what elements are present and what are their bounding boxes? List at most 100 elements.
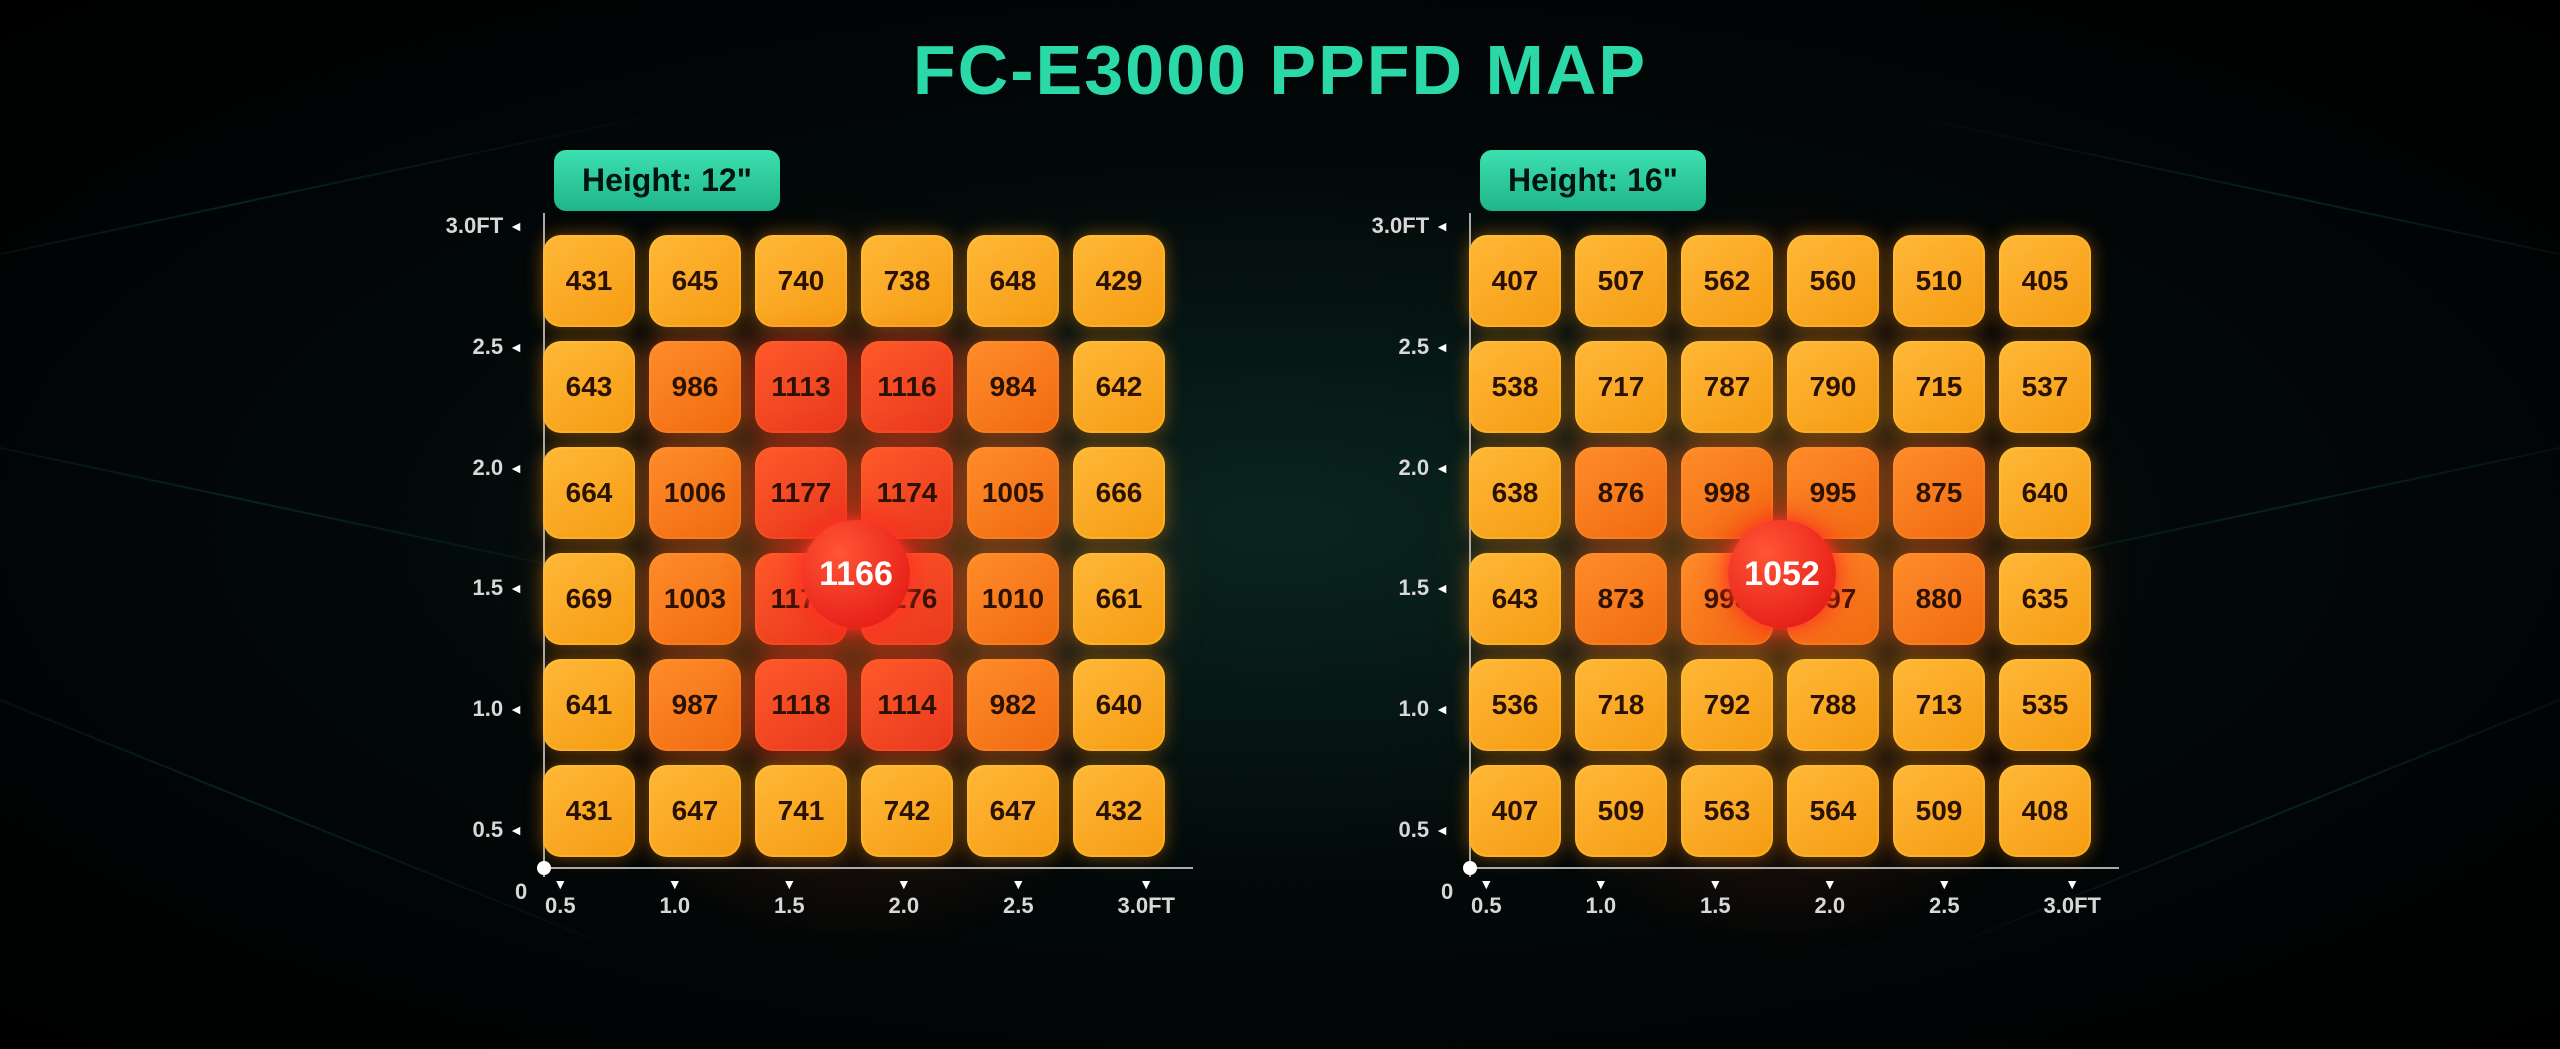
grid-wrap: 4075075625605104055387177877907155376388…: [1463, 229, 2101, 919]
tick-arrow-icon: ▼: [1479, 877, 1493, 891]
x-tick-label: 3.0FT: [2044, 893, 2101, 919]
x-tick-label: 2.0: [889, 893, 920, 919]
tick-arrow-icon: ▼: [2065, 877, 2079, 891]
heatmap-cell: 507: [1575, 235, 1667, 327]
heatmap-cell: 792: [1681, 659, 1773, 751]
heatmap-cell: 538: [1469, 341, 1561, 433]
x-tick-label: 0.5: [1471, 893, 1502, 919]
heatmap-cell: 984: [967, 341, 1059, 433]
chart-area: 3.0FT◄2.5◄2.0◄1.5◄1.0◄0.5◄43164574073864…: [459, 229, 1175, 919]
heatmap-cell: 648: [967, 235, 1059, 327]
x-tick-label: 1.5: [774, 893, 805, 919]
y-axis-tick: 1.0◄: [1399, 696, 1449, 722]
heatmap-cell: 509: [1575, 765, 1667, 857]
tick-arrow-icon: ◄: [1435, 339, 1449, 355]
grid-wrap: 4316457407386484296439861113111698464266…: [537, 229, 1175, 919]
heatmap-cell: 638: [1469, 447, 1561, 539]
x-axis-tick: ▼ 2.0: [889, 877, 920, 919]
x-axis: ▼0.5▼1.0▼1.5▼2.0▼2.5▼3.0FT: [545, 877, 1175, 919]
x-axis-tick: ▼1.0: [660, 877, 691, 919]
tick-arrow-icon: ▼: [897, 877, 911, 891]
heatmap-cell: 537: [1999, 341, 2091, 433]
x-axis-line: [1469, 867, 2119, 869]
heatmap-cell: 740: [755, 235, 847, 327]
x-axis-tick: ▼2.0: [1815, 877, 1846, 919]
heatmap-cell: 1005: [967, 447, 1059, 539]
heatmap-cell: 635: [1999, 553, 2091, 645]
heatmap-cell: 509: [1893, 765, 1985, 857]
chart-area: 3.0FT◄2.5◄2.0◄1.5◄1.0◄0.5◄40750756256051…: [1385, 229, 2101, 919]
y-tick-label: 2.5: [473, 334, 504, 360]
x-axis-tick: ▼ 3.0FT: [1118, 877, 1175, 919]
y-axis: 3.0FT◄2.5◄2.0◄1.5◄1.0◄0.5◄: [1385, 213, 1463, 843]
heatmap-cell: 564: [1787, 765, 1879, 857]
heatmap-cell: 669: [543, 553, 635, 645]
tick-arrow-icon: ◄: [509, 701, 523, 717]
x-tick-label: 1.0: [1586, 893, 1617, 919]
origin-label: 0: [1441, 879, 1453, 905]
x-tick-label: 1.5: [1700, 893, 1731, 919]
maps-container: Height: 12"3.0FT◄2.5◄2.0◄1.5◄1.0◄0.5◄431…: [0, 150, 2560, 919]
heatmap-cell: 788: [1787, 659, 1879, 751]
heatmap-cell: 664: [543, 447, 635, 539]
tick-arrow-icon: ▼: [1708, 877, 1722, 891]
heatmap-cell: 718: [1575, 659, 1667, 751]
heatmap-cell: 431: [543, 765, 635, 857]
heatmap-cell: 741: [755, 765, 847, 857]
heatmap-cell: 1003: [649, 553, 741, 645]
heatmap-cell: 645: [649, 235, 741, 327]
center-value-bubble: 1052: [1728, 520, 1836, 628]
origin-dot-icon: [1463, 861, 1477, 875]
tick-arrow-icon: ▼: [553, 877, 567, 891]
x-tick-label: 0.5: [545, 893, 576, 919]
x-axis-tick: ▼2.5: [1003, 877, 1034, 919]
y-tick-label: 1.5: [1399, 575, 1430, 601]
tick-arrow-icon: ◄: [1435, 701, 1449, 717]
tick-arrow-icon: ◄: [1435, 822, 1449, 838]
tick-arrow-icon: ▼: [1139, 877, 1153, 891]
y-axis: 3.0FT◄2.5◄2.0◄1.5◄1.0◄0.5◄: [459, 213, 537, 843]
y-tick-label: 1.0: [473, 696, 504, 722]
heatmap-cell: 642: [1073, 341, 1165, 433]
y-axis-tick: 2.0◄: [1399, 455, 1449, 481]
heatmap-cell: 647: [967, 765, 1059, 857]
heatmap-cell: 407: [1469, 765, 1561, 857]
heatmap-cell: 432: [1073, 765, 1165, 857]
heatmap-cell: 715: [1893, 341, 1985, 433]
heatmap-cell: 510: [1893, 235, 1985, 327]
y-axis-tick: 1.5◄: [1399, 575, 1449, 601]
heatmap-cell: 407: [1469, 235, 1561, 327]
y-axis-tick: 3.0FT◄: [1372, 213, 1449, 239]
heatmap-cell: 1113: [755, 341, 847, 433]
heatmap-cell: 563: [1681, 765, 1773, 857]
heatmap-cell: 405: [1999, 235, 2091, 327]
heatmap-cell: 742: [861, 765, 953, 857]
y-axis-tick: 0.5◄: [473, 817, 523, 843]
x-tick-label: 2.0: [1815, 893, 1846, 919]
heatmap-cell: 713: [1893, 659, 1985, 751]
heatmap-cell: 1114: [861, 659, 953, 751]
heatmap-cell: 666: [1073, 447, 1165, 539]
heatmap-cell: 790: [1787, 341, 1879, 433]
heatmap-cell: 647: [649, 765, 741, 857]
tick-arrow-icon: ▼: [1594, 877, 1608, 891]
origin-dot-icon: [537, 861, 551, 875]
y-tick-label: 2.5: [1399, 334, 1430, 360]
x-tick-label: 3.0FT: [1118, 893, 1175, 919]
x-axis-tick: ▼ 3.0FT: [2044, 877, 2101, 919]
heatmap-cell: 643: [543, 341, 635, 433]
heatmap-cell: 429: [1073, 235, 1165, 327]
heatmap-cell: 408: [1999, 765, 2091, 857]
x-axis-tick: ▼ 0.5: [1471, 877, 1502, 919]
y-axis-tick: 2.0◄: [473, 455, 523, 481]
tick-arrow-icon: ◄: [509, 218, 523, 234]
tick-arrow-icon: ◄: [509, 339, 523, 355]
y-tick-label: 2.0: [1399, 455, 1430, 481]
tick-arrow-icon: ◄: [509, 460, 523, 476]
tick-arrow-icon: ▼: [782, 877, 796, 891]
x-axis-tick: ▼ 1.5: [774, 877, 805, 919]
y-tick-label: 1.5: [473, 575, 504, 601]
heatmap-cell: 986: [649, 341, 741, 433]
heatmap-cell: 717: [1575, 341, 1667, 433]
tick-arrow-icon: ▼: [1011, 877, 1025, 891]
